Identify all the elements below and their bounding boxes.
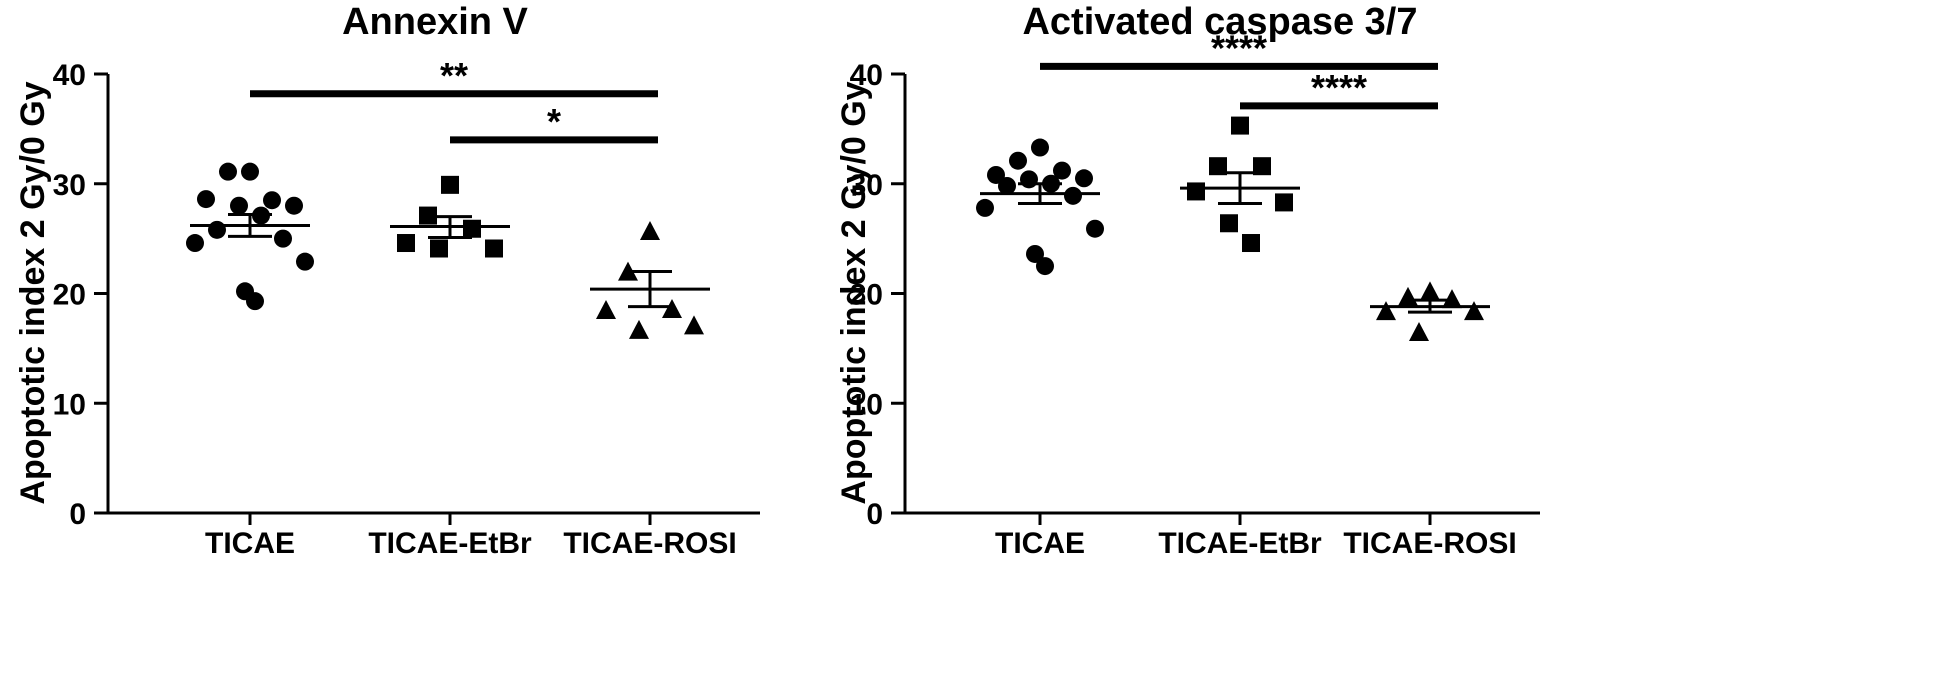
y-tick-label: 0: [69, 498, 86, 531]
data-point: [1242, 234, 1260, 253]
data-point: [246, 292, 264, 311]
series-ticae-rosi: [1370, 281, 1490, 342]
significance-label: ****: [1311, 67, 1367, 108]
data-point: [1064, 186, 1082, 205]
series-ticae: [186, 162, 314, 311]
y-tick-label: 30: [850, 169, 883, 202]
data-point: [1009, 151, 1027, 170]
chart-title: Activated caspase 3/7: [1022, 1, 1417, 43]
data-point: [397, 234, 415, 253]
annexin-v-panel: Annexin V Apoptotic index 2 Gy/0 Gy 0 10 20 3…: [14, 1, 760, 560]
data-point: [662, 298, 682, 318]
y-axis-label: Apoptotic index 2 Gy/0 Gy: [14, 81, 52, 504]
y-tick-label: 10: [850, 388, 883, 421]
y-tick-label: 40: [850, 59, 883, 92]
x-category-label: TICAE: [995, 527, 1085, 560]
data-point: [1420, 281, 1440, 301]
data-point: [1376, 301, 1396, 321]
x-category-label: TICAE-ROSI: [1343, 527, 1516, 560]
data-point: [274, 229, 292, 248]
data-point: [263, 191, 281, 210]
data-point: [1398, 286, 1418, 306]
data-point: [1220, 214, 1238, 233]
series-ticae-etbr: [1180, 116, 1300, 253]
x-category-label: TICAE-EtBr: [1158, 527, 1322, 560]
significance-label: *: [547, 101, 561, 142]
series-ticae-rosi: [590, 221, 710, 339]
data-point: [241, 162, 259, 181]
x-category-label: TICAE-EtBr: [368, 527, 532, 560]
y-tick-label: 10: [53, 388, 86, 421]
data-point: [596, 300, 616, 320]
series-ticae-etbr: [390, 175, 510, 258]
data-point: [296, 252, 314, 271]
y-tick-label: 20: [53, 279, 86, 312]
data-point: [1231, 116, 1249, 135]
y-tick-label: 20: [850, 279, 883, 312]
data-point: [998, 176, 1016, 195]
data-point: [208, 220, 226, 239]
x-category-label: TICAE: [205, 527, 295, 560]
data-point: [186, 234, 204, 253]
y-tick-label: 40: [53, 59, 86, 92]
data-point: [1086, 219, 1104, 238]
data-point: [1053, 161, 1071, 180]
data-point: [640, 221, 660, 241]
caspase-panel: Activated caspase 3/7 Apoptotic index 2 G…: [835, 1, 1540, 560]
significance-label: ****: [1211, 27, 1267, 68]
data-point: [1075, 169, 1093, 188]
data-point: [629, 319, 649, 339]
data-point: [1464, 301, 1484, 321]
data-point: [1187, 182, 1205, 201]
data-point: [684, 315, 704, 335]
chart-title: Annexin V: [342, 1, 528, 43]
data-point: [285, 196, 303, 215]
data-point: [1020, 170, 1038, 189]
data-point: [441, 175, 459, 194]
data-point: [1031, 138, 1049, 157]
data-point: [1026, 244, 1044, 263]
data-point: [1036, 257, 1054, 276]
data-point: [430, 239, 448, 258]
y-tick-label: 30: [53, 169, 86, 202]
data-point: [987, 165, 1005, 184]
data-point: [1253, 157, 1271, 176]
data-point: [197, 190, 215, 209]
x-category-label: TICAE-ROSI: [563, 527, 736, 560]
y-tick-label: 0: [866, 498, 883, 531]
y-axis-label: Apoptotic index 2 Gy/0 Gy: [835, 81, 873, 504]
data-point: [1409, 322, 1429, 342]
series-ticae: [976, 138, 1104, 276]
data-point: [463, 219, 481, 238]
data-point: [1209, 157, 1227, 176]
data-point: [219, 162, 237, 181]
data-point: [976, 198, 994, 217]
data-point: [485, 239, 503, 258]
data-point: [230, 196, 248, 215]
data-point: [1275, 193, 1293, 212]
significance-label: **: [440, 55, 468, 96]
